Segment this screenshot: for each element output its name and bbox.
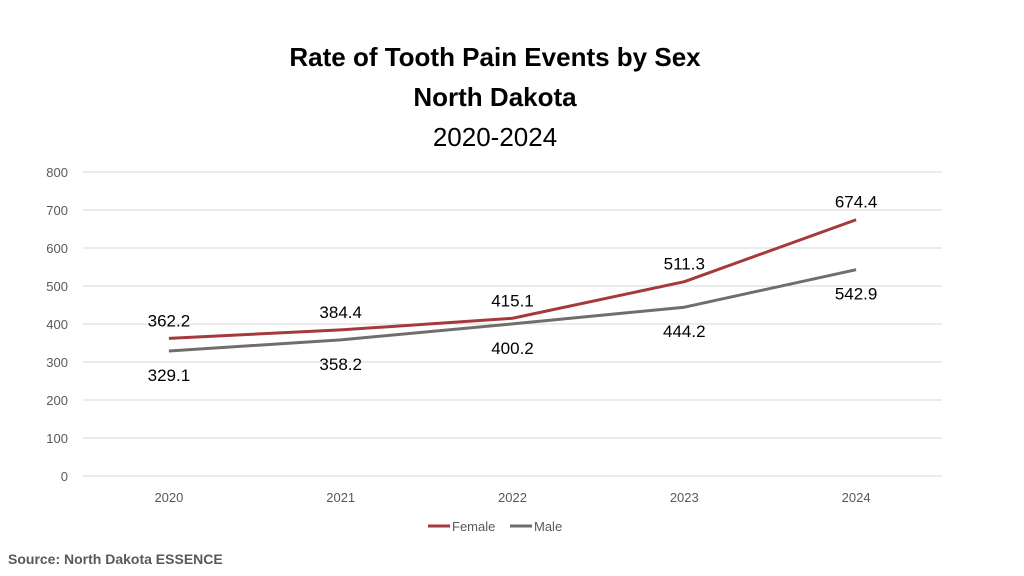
series-lines xyxy=(168,218,857,353)
x-tick-label: 2020 xyxy=(154,490,183,505)
chart-date-range: 2020-2024 xyxy=(433,122,557,152)
y-tick-label: 800 xyxy=(46,165,68,180)
data-labels: 362.2 384.4 415.1 511.3 674.4 329.1 358.2 400.2… xyxy=(148,193,878,385)
legend-label-male: Male xyxy=(534,519,562,534)
data-label-female: 415.1 xyxy=(491,291,534,310)
x-tick-label: 2022 xyxy=(498,490,527,505)
y-axis: 0 100 200 300 400 500 600 700 800 xyxy=(46,165,68,484)
data-label-male: 358.2 xyxy=(319,355,362,374)
data-label-female: 674.4 xyxy=(835,193,878,212)
x-axis: 2020 2021 2022 2023 2024 xyxy=(154,490,870,505)
y-tick-label: 0 xyxy=(61,469,68,484)
legend-label-female: Female xyxy=(452,519,495,534)
data-label-female: 362.2 xyxy=(148,311,191,330)
y-tick-label: 200 xyxy=(46,393,68,408)
y-tick-label: 500 xyxy=(46,279,68,294)
y-tick-label: 400 xyxy=(46,317,68,332)
chart-subtitle: North Dakota xyxy=(413,82,577,112)
data-label-male: 329.1 xyxy=(148,366,191,385)
data-label-female: 511.3 xyxy=(664,255,705,274)
y-tick-label: 600 xyxy=(46,241,68,256)
x-tick-label: 2021 xyxy=(326,490,355,505)
data-label-male: 444.2 xyxy=(663,322,706,341)
x-tick-label: 2023 xyxy=(670,490,699,505)
x-tick-label: 2024 xyxy=(842,490,871,505)
y-tick-label: 700 xyxy=(46,203,68,218)
series-line-male xyxy=(168,268,857,353)
legend: Female Male xyxy=(428,519,562,534)
y-tick-label: 300 xyxy=(46,355,68,370)
y-tick-label: 100 xyxy=(46,431,68,446)
data-label-male: 400.2 xyxy=(491,339,534,358)
data-label-female: 384.4 xyxy=(319,303,362,322)
series-line-female xyxy=(168,218,857,340)
chart-title: Rate of Tooth Pain Events by Sex xyxy=(289,42,701,72)
source-note: Source: North Dakota ESSENCE xyxy=(8,551,223,567)
data-label-male: 542.9 xyxy=(835,285,878,304)
